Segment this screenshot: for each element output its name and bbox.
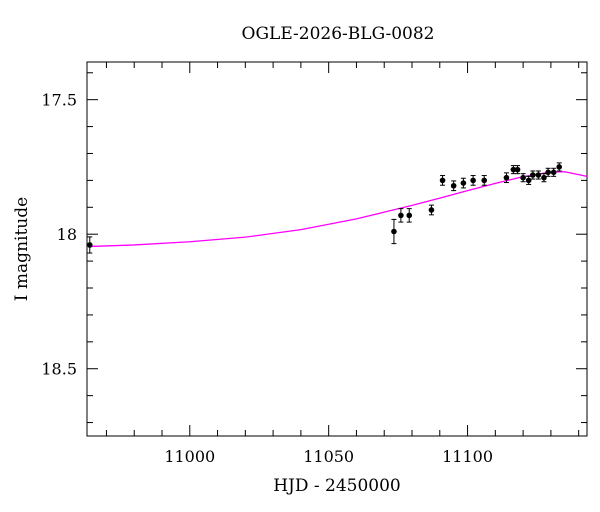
data-marker: [450, 182, 457, 189]
y-tick-label: 18.5: [41, 360, 77, 379]
data-marker: [556, 164, 563, 170]
axis-ticks: [87, 62, 587, 436]
data-point: [503, 172, 510, 184]
data-point: [550, 167, 557, 177]
data-point: [514, 165, 521, 175]
data-marker: [510, 166, 517, 173]
data-point: [520, 173, 526, 183]
data-marker: [545, 169, 551, 176]
data-point: [398, 208, 404, 223]
data-point: [481, 175, 488, 186]
x-axis-label: HJD - 2450000: [273, 476, 401, 496]
data-point: [541, 173, 547, 183]
y-tick-label: 17.5: [41, 91, 77, 110]
data-marker: [391, 228, 397, 235]
plot-frame: [86, 61, 588, 437]
data-marker: [503, 174, 510, 181]
data-point: [556, 162, 563, 172]
axis-tick-labels: 11000 11050 11100 17.5 18 18.5: [41, 91, 493, 466]
data-point: [545, 167, 551, 177]
data-point: [525, 175, 532, 185]
x-tick-label: 11100: [442, 447, 493, 466]
data-marker: [525, 177, 532, 184]
data-marker: [470, 177, 476, 184]
data-marker: [530, 172, 536, 178]
data-marker: [86, 242, 93, 248]
data-marker: [398, 212, 404, 219]
x-tick-label: 11000: [164, 447, 215, 466]
chart-title: OGLE-2026-BLG-0082: [242, 24, 435, 44]
data-point: [530, 170, 536, 180]
data-marker: [541, 174, 547, 181]
y-axis-label: I magnitude: [12, 197, 32, 301]
model-layer: [86, 171, 588, 248]
data-point: [391, 218, 397, 245]
x-tick-label: 11050: [303, 447, 354, 466]
data-marker: [514, 166, 521, 173]
data-marker: [535, 172, 542, 178]
data-point: [450, 180, 457, 192]
data-point: [428, 204, 435, 216]
data-marker: [520, 174, 526, 181]
data-marker: [460, 180, 467, 186]
model-curve: [86, 171, 588, 248]
y-tick-label: 18: [57, 225, 77, 244]
data-marker: [428, 207, 435, 213]
data-point: [470, 175, 476, 186]
data-point: [86, 236, 93, 254]
data-marker: [550, 169, 557, 176]
data-marker: [406, 212, 413, 219]
data-point: [439, 175, 446, 186]
data-marker: [481, 177, 488, 184]
data-point: [535, 170, 542, 180]
data-point: [460, 177, 467, 189]
data-point: [406, 208, 413, 223]
data-points-layer: [86, 162, 563, 254]
data-marker: [439, 177, 446, 184]
